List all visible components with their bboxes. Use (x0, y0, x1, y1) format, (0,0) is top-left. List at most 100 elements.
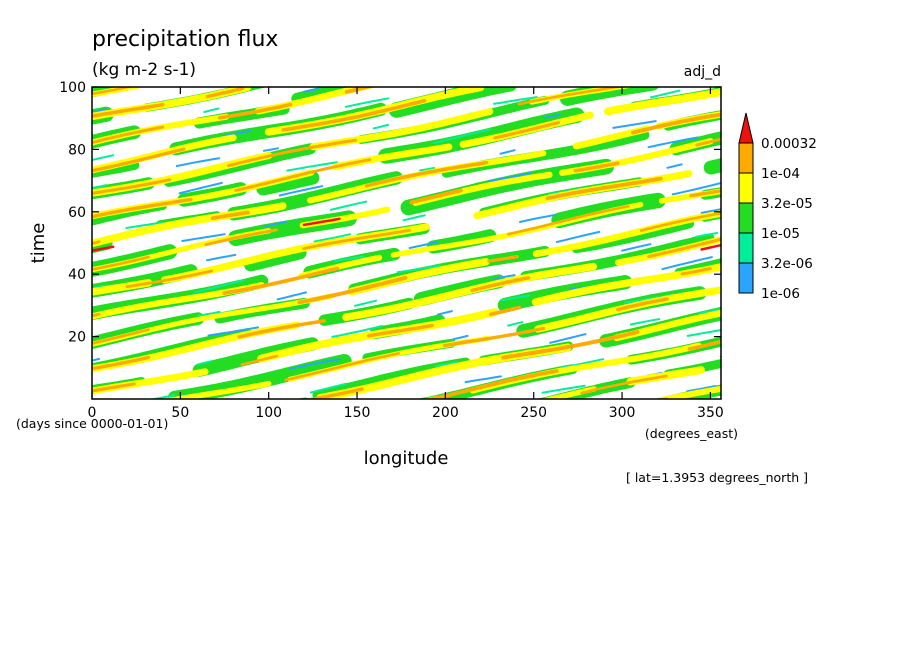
rain-band-edge (207, 326, 259, 337)
rain-band-moderate (546, 31, 638, 53)
rain-band-edge (329, 200, 368, 211)
rain-band-heavy (57, 501, 163, 526)
x-tick-label: 300 (609, 405, 636, 421)
rain-band-edge (507, 321, 524, 327)
x-tick-label: 0 (88, 405, 97, 421)
rain-band-light (57, 510, 106, 522)
rain-band-edge (650, 89, 681, 99)
rain-band-heavy (57, 295, 78, 299)
rain-band-edge (436, 310, 453, 316)
rain-band-edge (320, 412, 341, 417)
rain-band-edge (289, 358, 341, 370)
y-axis-label: time (28, 223, 49, 264)
rain-band-heavy (226, 138, 358, 168)
rain-band-edge (125, 221, 163, 229)
rain-band-heavy (92, 178, 172, 195)
rain-band-moderate (270, 45, 461, 82)
rain-band-moderate (659, 385, 721, 399)
rain-band-moderate (514, 0, 726, 33)
rain-band-edge (455, 425, 505, 437)
rain-band-heavy (727, 32, 755, 37)
rain-band-edge (351, 55, 372, 60)
rain-band-edge (612, 120, 657, 129)
rain-band-heavy (281, 98, 427, 132)
rain-band-heavy (510, 0, 609, 8)
x-tick-label: 150 (344, 405, 371, 421)
rain-band-heavy (442, 326, 546, 348)
rain-band-light (509, 18, 594, 38)
rain-band-edge (700, 208, 721, 214)
rain-band-edge (344, 97, 390, 108)
rain-band-edge (402, 214, 426, 222)
rain-band-edge (334, 255, 365, 262)
legend-label: 3.2e-06 (761, 256, 813, 272)
rain-band-heavy (573, 161, 620, 173)
x-tick-label: 250 (520, 405, 547, 421)
rain-band-edge (57, 458, 106, 469)
color-legend: 0.00032 1e-04 3.2e-05 1e-05 3.2e-06 1e-06 (738, 112, 817, 302)
rain-band-edge (740, 103, 754, 106)
rain-band-edge (203, 107, 220, 113)
rain-band-moderate (342, 262, 598, 321)
legend-swatch (738, 172, 754, 204)
y-tick-label: 80 (68, 142, 86, 158)
rain-band-moderate (746, 319, 817, 334)
rain-band-edge (487, 171, 533, 183)
rain-band-edge (314, 454, 364, 463)
rain-band-edge (178, 483, 228, 494)
rain-band-edge (354, 299, 378, 307)
rain-band-heavy (493, 121, 561, 140)
plot-frame (91, 86, 722, 400)
rain-band-edge (276, 291, 307, 301)
rain-band-edge (719, 355, 721, 358)
rain-band-edge (209, 56, 237, 61)
legend-label: 0.00032 (761, 136, 817, 152)
x-axis-units: (degrees_east) (645, 426, 738, 441)
rain-band-edge (555, 230, 601, 243)
rain-band-edge (206, 253, 237, 262)
rain-peak (92, 245, 115, 252)
rain-band-edge (666, 163, 683, 169)
rain-band-edge (92, 154, 115, 162)
rain-band-edge (580, 29, 615, 35)
legend-label: 1e-04 (761, 166, 800, 182)
rain-band-heavy (366, 323, 435, 338)
rain-band-light (142, 417, 333, 457)
rain-band-heavy (92, 382, 136, 393)
rain-band-edge (629, 318, 661, 326)
rain-band-edge (372, 123, 390, 130)
rain-band-heavy (427, 369, 559, 399)
rain-band-heavy (92, 125, 165, 145)
rain-band-light (531, 62, 616, 79)
rain-band-heavy (639, 211, 721, 232)
rain-band-edge (464, 375, 502, 384)
rain-band-edge (57, 391, 71, 393)
legend-label: 3.2e-05 (761, 196, 813, 212)
rain-band-edge (534, 12, 584, 20)
rain-band-heavy (92, 328, 150, 345)
rain-band-heavy (92, 197, 193, 219)
rain-band-light (651, 0, 743, 3)
rain-peak (700, 243, 721, 251)
x-axis-label: longitude (364, 448, 449, 469)
rain-band-heavy (695, 137, 721, 147)
rain-band-edge (193, 279, 245, 294)
rain-band-heavy (297, 275, 408, 305)
rain-band-heavy (92, 147, 186, 173)
rain-band-heavy (92, 87, 134, 96)
rain-band-moderate (613, 309, 721, 342)
rain-band-edge (686, 329, 721, 337)
rain-band-edge (200, 429, 242, 436)
rain-band-edge (580, 87, 583, 88)
rain-band-moderate (57, 447, 311, 499)
rain-band-edge (286, 161, 338, 172)
rain-band-edge (57, 508, 99, 517)
rain-band-edge (223, 451, 251, 457)
precipitation-field (57, 0, 817, 526)
rain-band-heavy (489, 305, 522, 317)
rain-band-edge (178, 181, 223, 195)
rain-band-moderate (254, 87, 378, 115)
rain-band-edge (671, 181, 721, 196)
rain-band-heavy (204, 228, 278, 247)
rain-band-edge (262, 147, 279, 152)
